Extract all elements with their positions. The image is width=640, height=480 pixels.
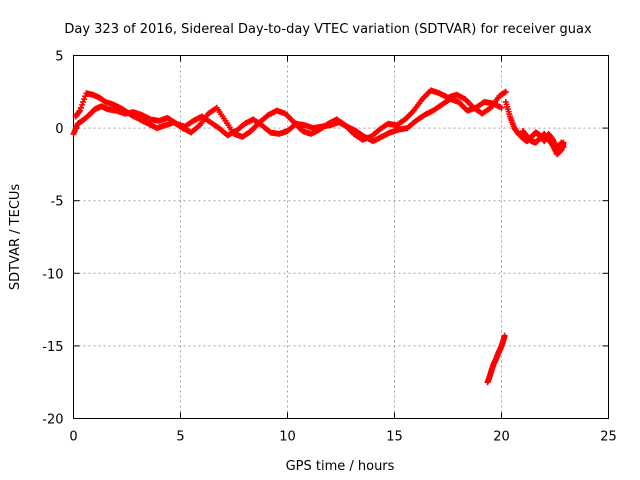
plot-frame	[73, 55, 609, 419]
x-tick-label: 10	[279, 430, 296, 445]
grid-lines	[73, 55, 609, 419]
x-tick-label: 20	[493, 430, 510, 445]
data-point	[76, 107, 83, 114]
series-track-d	[519, 128, 567, 158]
y-axis-label: SDTVAR / TECUs	[8, 184, 23, 291]
data-point	[498, 104, 505, 111]
data-points	[70, 87, 567, 386]
x-tick-label: 5	[176, 430, 184, 445]
y-tick-label: -5	[51, 195, 64, 210]
axis-ticks: 0 5 10 15 20 25 5 0 -5 -10 -15 -20	[42, 50, 617, 445]
x-axis-label: GPS time / hours	[286, 459, 395, 474]
y-tick-label: 0	[55, 122, 63, 137]
data-point	[502, 88, 509, 95]
data-point	[560, 139, 567, 146]
data-point	[77, 104, 84, 111]
data-point	[80, 98, 87, 105]
chart-title: Day 323 of 2016, Sidereal Day-to-day VTE…	[64, 22, 592, 37]
series-track-e	[484, 332, 508, 386]
x-tick-label: 15	[386, 430, 403, 445]
data-point	[501, 332, 508, 339]
x-tick-label: 0	[69, 430, 77, 445]
y-tick-label: -10	[42, 267, 63, 282]
series-track-b	[72, 87, 509, 143]
y-tick-label: 5	[55, 50, 63, 65]
y-tick-label: -15	[42, 340, 63, 355]
x-tick-label: 25	[600, 430, 617, 445]
data-point	[79, 101, 86, 108]
data-point	[81, 96, 88, 103]
y-tick-label: -20	[42, 413, 63, 428]
